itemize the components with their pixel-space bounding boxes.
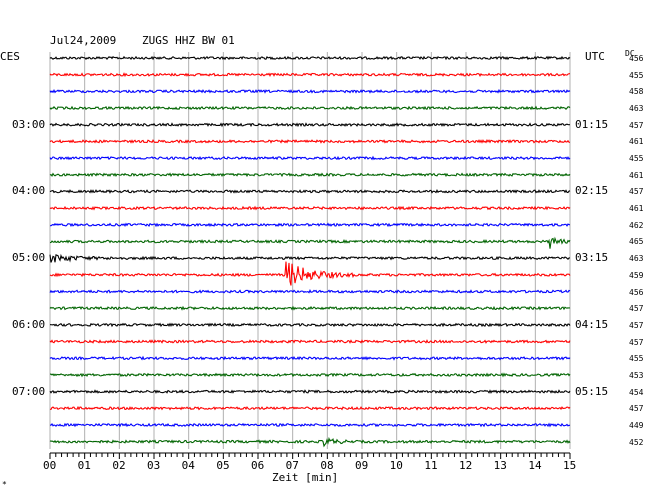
x-tick-label: 05 <box>216 459 230 472</box>
station-label: ZUGS HHZ BW 01 <box>142 34 235 47</box>
trace-row-1 <box>49 55 571 61</box>
dc-value: 465 <box>629 237 644 247</box>
dc-value: 457 <box>629 304 644 314</box>
dc-value: 462 <box>629 220 644 230</box>
trace-row-23 <box>49 422 571 428</box>
right-time-label: 02:15 <box>575 184 609 198</box>
dc-value: 463 <box>629 254 644 264</box>
x-tick-label: 01 <box>77 459 91 472</box>
trace-row-21 <box>49 389 571 394</box>
dc-value: 452 <box>629 437 644 447</box>
dc-value: 458 <box>629 87 644 97</box>
dc-value: 461 <box>629 204 644 214</box>
x-tick-label: 02 <box>112 459 126 472</box>
trace-row-16 <box>49 305 571 311</box>
trace-row-11 <box>50 222 571 228</box>
grid-lines <box>49 52 571 449</box>
dc-value: 457 <box>629 187 644 197</box>
left-time-label: 07:00 <box>12 384 46 398</box>
x-tick-label: 10 <box>389 459 403 472</box>
right-time-label: 04:15 <box>575 317 609 331</box>
trace-row-4 <box>49 105 571 111</box>
dc-value: 453 <box>629 370 644 380</box>
dc-value: 449 <box>629 420 644 430</box>
x-tick-label: 11 <box>424 459 438 472</box>
left-time-label: 06:00 <box>12 317 46 331</box>
x-tick-label: 03 <box>147 459 161 472</box>
dc-value: 455 <box>629 154 644 164</box>
trace-row-6 <box>49 139 571 144</box>
x-tick-label: 08 <box>320 459 334 472</box>
trace-row-13 <box>49 253 571 263</box>
dc-value: 463 <box>629 104 644 114</box>
x-tick-label: 12 <box>459 459 473 472</box>
right-time-label: 01:15 <box>575 117 609 131</box>
dc-value: 457 <box>629 404 644 414</box>
right-timezone-label: UTC <box>585 50 605 63</box>
dc-value: 456 <box>629 54 644 63</box>
corner-mark: * <box>2 480 7 489</box>
right-time-label: 05:15 <box>575 384 609 398</box>
trace-row-5 <box>49 122 571 128</box>
left-time-label: 04:00 <box>12 184 46 198</box>
trace-row-10 <box>49 205 571 211</box>
x-tick-label: 14 <box>528 459 542 472</box>
trace-row-9 <box>49 188 571 194</box>
left-time-label: 05:00 <box>12 251 46 265</box>
dc-value: 455 <box>629 70 644 80</box>
trace-row-3 <box>49 88 571 94</box>
dc-label: DC <box>625 49 635 58</box>
dc-value: 457 <box>629 120 644 130</box>
trace-row-17 <box>49 322 571 328</box>
traces <box>49 55 571 448</box>
trace-row-7 <box>49 155 571 161</box>
left-timezone-label: CES <box>0 50 20 63</box>
x-tick-label: 13 <box>493 459 507 472</box>
x-tick-label: 06 <box>251 459 265 472</box>
trace-row-20 <box>49 372 571 378</box>
left-time-label: 03:00 <box>12 117 46 131</box>
trace-row-22 <box>49 405 571 411</box>
x-tick-label: 04 <box>181 459 195 472</box>
dc-value: 461 <box>629 137 644 147</box>
dc-value: 456 <box>629 287 644 297</box>
trace-row-15 <box>49 289 571 294</box>
dc-value: 457 <box>629 337 644 347</box>
date-label: Jul24,2009 <box>50 34 117 47</box>
trace-row-18 <box>49 339 571 344</box>
trace-row-2 <box>49 72 571 78</box>
dc-value: 461 <box>629 170 644 180</box>
trace-row-8 <box>49 172 571 178</box>
x-axis <box>49 452 571 459</box>
x-tick-label: 15 <box>563 459 577 472</box>
trace-row-19 <box>49 355 571 361</box>
x-tick-label: 07 <box>285 459 299 472</box>
x-tick-label: 09 <box>355 459 369 472</box>
dc-value: 455 <box>629 354 644 364</box>
dc-value: 454 <box>629 387 644 397</box>
right-time-label: 03:15 <box>575 251 609 265</box>
trace-row-12 <box>49 236 571 249</box>
dc-value: 457 <box>629 320 644 330</box>
x-tick-label: 00 <box>43 459 57 472</box>
dc-value: 459 <box>629 270 644 280</box>
x-axis-title: Zeit [min] <box>272 471 339 484</box>
trace-row-24 <box>49 436 571 448</box>
trace-row-14 <box>49 261 571 286</box>
